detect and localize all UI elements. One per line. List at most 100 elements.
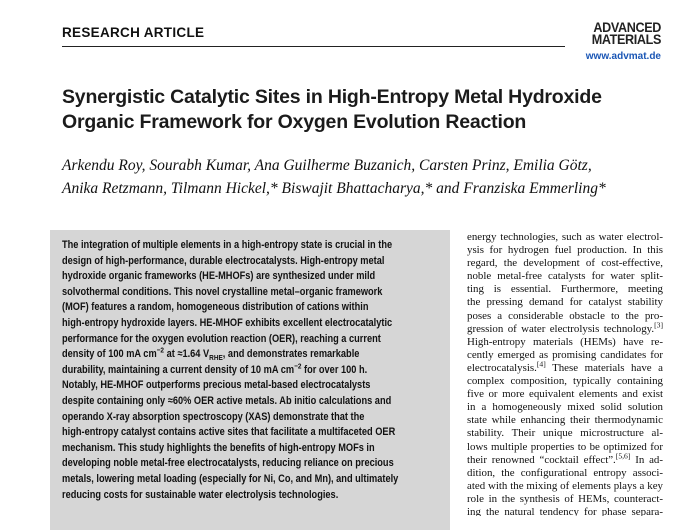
text-run: cently emerged as promising candidates f…: [467, 348, 663, 361]
text-line: complex composition, typically containin…: [467, 375, 663, 388]
text-line: Notably, HE-MHOF outperforms precious me…: [62, 378, 398, 394]
text-run: gression of water electrolysis technolog…: [467, 322, 655, 335]
author-line: Arkendu Roy, Sourabh Kumar, Ana Guilherm…: [62, 157, 592, 174]
text-run: five or more equivalent elements and exi…: [467, 388, 663, 401]
text-run: lows multiple properties to be optimized…: [467, 440, 663, 453]
text-run: solvothermal conditions. This novel crys…: [62, 285, 383, 298]
text-run: at ≈1.64 V: [164, 348, 210, 361]
text-line: High-entropy materials (HEMs) have re-: [467, 336, 663, 349]
text-run: high-entropy catalyst contains active si…: [62, 426, 396, 439]
text-line: high-entropy hydroxide layers. HE-MHOF e…: [62, 316, 398, 332]
text-line: state while enhancing their thermodynami…: [467, 414, 663, 427]
text-line: dition, the configurational entropy asso…: [467, 467, 663, 480]
superscript: [5,6]: [615, 450, 631, 460]
title-line: Organic Framework for Oxygen Evolution R…: [62, 111, 527, 133]
text-run: poses a considerable obstacle to the pro…: [467, 309, 663, 322]
text-run: dition, the configurational entropy asso…: [467, 466, 663, 479]
text-line: ated with the mixing of elements plays a…: [467, 480, 663, 493]
text-run: despite containing only ≈60% OER active …: [62, 394, 392, 407]
text-line: The integration of multiple elements in …: [62, 238, 398, 254]
text-run: The integration of multiple elements in …: [62, 239, 393, 251]
text-line: role in the synthesis of HEMs, counterac…: [467, 493, 663, 506]
text-run: In ad-: [630, 453, 663, 466]
text-run: hydroxide organic frameworks (HE-MHOFs) …: [62, 270, 376, 283]
text-run: role in the synthesis of HEMs, counterac…: [467, 492, 663, 505]
text-run: energy technologies, such as water elect…: [467, 231, 663, 243]
text-line: their renowned “cocktail effect”.[5,6] I…: [467, 450, 663, 467]
text-run: Notably, HE-MHOF outperforms precious me…: [62, 379, 371, 392]
text-line: high-entropy catalyst contains active si…: [62, 425, 398, 441]
title-line: Synergistic Catalytic Sites in High-Entr…: [62, 86, 602, 108]
text-line: durability, maintaining a current densit…: [62, 361, 398, 379]
superscript: −2: [156, 345, 165, 355]
subscript: RHE: [209, 353, 223, 363]
text-line: ysis for hydrogen fuel production. In th…: [467, 244, 663, 257]
superscript: [4]: [536, 359, 546, 369]
text-run: complex composition, typically containin…: [467, 375, 663, 388]
text-line: performance for the oxygen evolution rea…: [62, 332, 398, 348]
text-line: energy technologies, such as water elect…: [467, 231, 663, 244]
journal-logo: ADVANCED MATERIALS: [591, 20, 662, 47]
text-line: stability. Their unique microstructure a…: [467, 427, 663, 440]
text-run: metals, lowering metal loading (especial…: [62, 472, 399, 485]
text-line: mechanism. This study highlights the ben…: [62, 441, 398, 457]
logo-line: MATERIALS: [591, 31, 662, 47]
section-label: RESEARCH ARTICLE: [62, 25, 205, 40]
author-line: Anika Retzmann, Tilmann Hickel,* Biswaji…: [62, 180, 606, 197]
text-line: operando X-ray absorption spectroscopy (…: [62, 410, 398, 426]
page: RESEARCH ARTICLE ADVANCED MATERIALS www.…: [50, 20, 663, 530]
text-line: the pressing demand for catalyst stabili…: [467, 296, 663, 309]
superscript: −2: [294, 361, 302, 371]
text-run: in a homogeneously mixed solid solution: [467, 401, 663, 414]
text-line: gression of water electrolysis technolog…: [467, 321, 663, 336]
text-line: developing noble metal-free electrocatal…: [62, 456, 398, 472]
text-line: hydroxide organic frameworks (HE-MHOFs) …: [62, 269, 398, 285]
article-title: Synergistic Catalytic Sites in High-Entr…: [62, 85, 602, 135]
text-run: high-entropy hydroxide layers. HE-MHOF e…: [62, 316, 393, 329]
text-run: ated with the mixing of elements plays a…: [467, 479, 663, 492]
text-run: density of 100 mA cm: [62, 348, 157, 361]
text-run: electrocatalysis.: [467, 361, 537, 374]
text-run: ysis for hydrogen fuel production. In th…: [467, 244, 663, 257]
text-run: durability, maintaining a current densit…: [62, 363, 295, 376]
text-line: solvothermal conditions. This novel crys…: [62, 285, 398, 301]
text-line: in a homogeneously mixed solid solution: [467, 401, 663, 414]
body-column: energy technologies, such as water elect…: [467, 231, 663, 516]
text-run: ting is essential. Furthermore, meeting: [467, 283, 663, 296]
text-line: design of high-performance, durable elec…: [62, 254, 398, 270]
text-run: High-entropy materials (HEMs) have re-: [467, 335, 663, 348]
text-run: reducing costs for sustainable water ele…: [62, 488, 339, 501]
text-run: design of high-performance, durable elec…: [62, 254, 385, 267]
text-line: regard, the development of cost-effectiv…: [467, 257, 663, 270]
text-run: , and demonstrates remarkable: [222, 348, 360, 361]
text-run: performance for the oxygen evolution rea…: [62, 332, 381, 345]
abstract: The integration of multiple elements in …: [62, 238, 398, 503]
text-line: electrocatalysis.[4] These materials hav…: [467, 359, 663, 375]
text-line: noble metal-free catalysts for water spl…: [467, 270, 663, 283]
author-list: Arkendu Roy, Sourabh Kumar, Ana Guilherm…: [62, 154, 606, 200]
text-line: ing the natural tendency for phase separ…: [467, 506, 663, 516]
text-line: reducing costs for sustainable water ele…: [62, 488, 398, 504]
text-line: cently emerged as promising candidates f…: [467, 349, 663, 362]
text-run: mechanism. This study highlights the ben…: [62, 441, 375, 454]
abstract-box: [50, 230, 450, 530]
text-run: operando X-ray absorption spectroscopy (…: [62, 410, 365, 423]
text-line: five or more equivalent elements and exi…: [467, 388, 663, 401]
text-run: (MOF) features a random, homogeneous dis…: [62, 301, 369, 314]
text-run: stability. Their unique microstructure a…: [467, 427, 663, 440]
header-rule: [62, 46, 565, 47]
text-line: metals, lowering metal loading (especial…: [62, 472, 398, 488]
journal-url[interactable]: www.advmat.de: [585, 51, 661, 62]
text-run: for over 100 h.: [301, 363, 368, 376]
text-run: their renowned “cocktail effect”.: [467, 453, 616, 466]
text-run: regard, the development of cost-effectiv…: [467, 257, 663, 270]
text-run: the pressing demand for catalyst stabili…: [467, 296, 663, 309]
text-line: despite containing only ≈60% OER active …: [62, 394, 398, 410]
text-run: ing the natural tendency for phase separ…: [467, 505, 663, 516]
text-line: (MOF) features a random, homogeneous dis…: [62, 300, 398, 316]
text-line: density of 100 mA cm−2 at ≈1.64 VRHE, an…: [62, 345, 398, 363]
text-line: lows multiple properties to be optimized…: [467, 441, 663, 454]
text-line: ting is essential. Furthermore, meeting: [467, 283, 663, 296]
text-run: state while enhancing their thermodynami…: [467, 414, 663, 427]
text-run: These materials have a: [545, 361, 663, 374]
